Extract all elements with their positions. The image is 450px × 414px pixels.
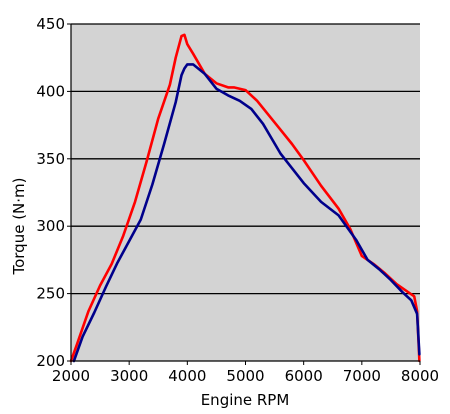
- x-tick-label-2000: 2000: [52, 367, 90, 385]
- x-tick-label-5000: 5000: [226, 367, 264, 385]
- grid-lines: [71, 23, 420, 295]
- y-tick-label-400: 400: [36, 82, 65, 100]
- y-tick-labels: 200 250 300 350 400 450: [36, 15, 71, 370]
- x-axis-title: Engine RPM: [201, 391, 290, 409]
- y-axis-title: Torque (N·m): [10, 177, 28, 275]
- x-tick-label-8000: 8000: [401, 367, 439, 385]
- y-tick-label-450: 450: [36, 15, 65, 33]
- series-line-2: [72, 63, 421, 363]
- x-tick-label-7000: 7000: [343, 367, 381, 385]
- x-tick-label-3000: 3000: [110, 367, 148, 385]
- x-tick-label-4000: 4000: [168, 367, 206, 385]
- y-tick-label-200: 200: [36, 352, 65, 370]
- plot-background: [71, 24, 420, 361]
- y-tick-label-300: 300: [36, 217, 65, 235]
- y-tick-label-350: 350: [36, 150, 65, 168]
- x-tick-labels: 2000 3000 4000 5000 6000 7000 8000: [52, 361, 439, 385]
- x-tick-label-6000: 6000: [285, 367, 323, 385]
- series-lines: [69, 33, 421, 363]
- y-tick-label-250: 250: [36, 285, 65, 303]
